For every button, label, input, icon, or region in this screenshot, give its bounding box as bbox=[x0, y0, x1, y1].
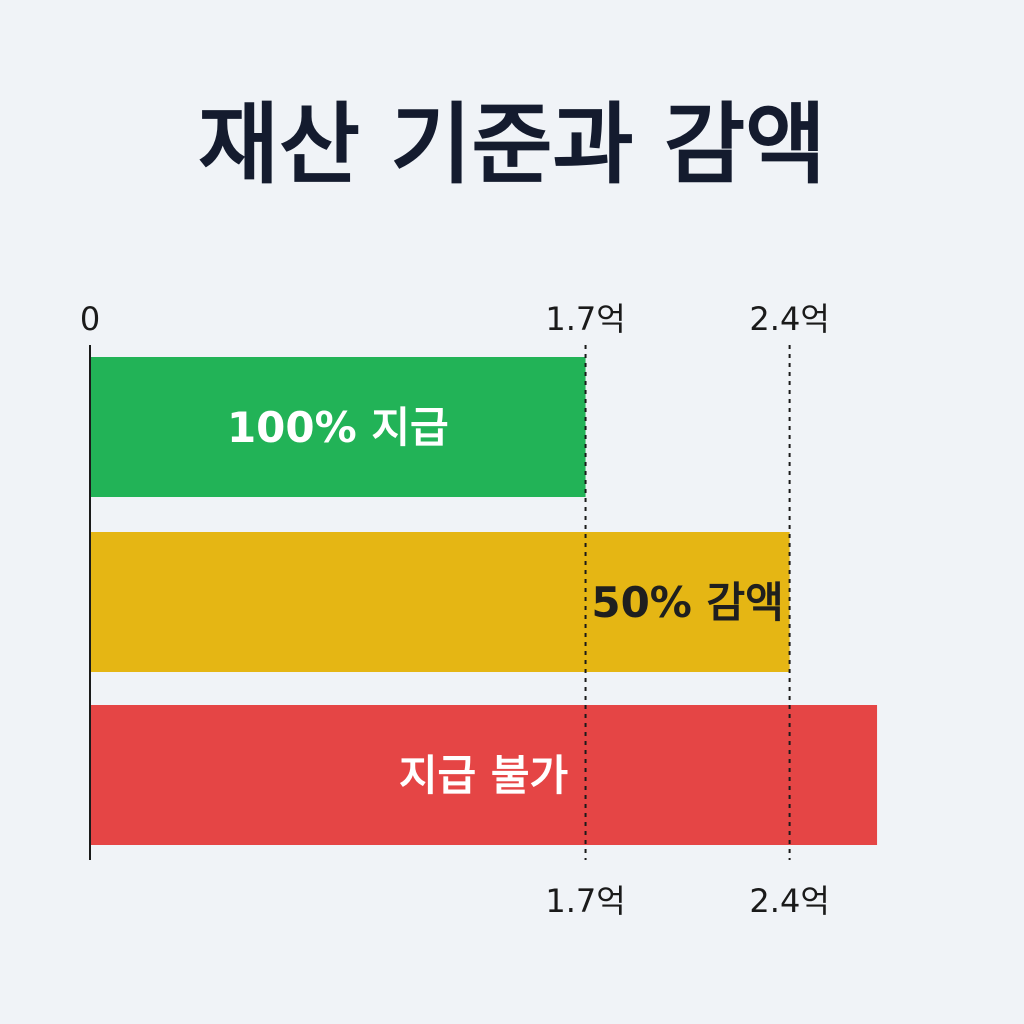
bar-label-1: 100% 지급 bbox=[227, 403, 449, 452]
tick-label-origin: 0 bbox=[80, 300, 100, 338]
bar-2 bbox=[90, 532, 790, 672]
bar-label-2: 50% 감액 bbox=[591, 578, 783, 627]
tick-label-bottom-2: 2.4억 bbox=[749, 882, 829, 920]
tick-label-top-1: 1.7억 bbox=[545, 300, 625, 338]
tick-label-bottom-1: 1.7억 bbox=[545, 882, 625, 920]
bar-3 bbox=[90, 705, 878, 845]
bar-1 bbox=[90, 357, 586, 497]
bar-label-3: 지급 불가 bbox=[399, 751, 568, 800]
tick-label-top-2: 2.4억 bbox=[749, 300, 829, 338]
chart-title: 재산 기준과 감액 bbox=[198, 93, 826, 196]
